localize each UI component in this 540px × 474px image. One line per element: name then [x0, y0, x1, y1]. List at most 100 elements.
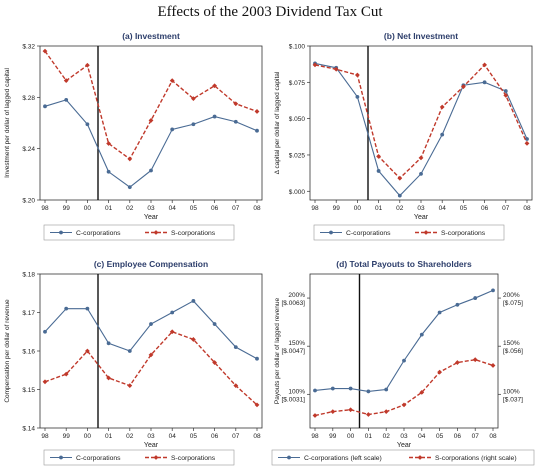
investment-series-s-corporations-point — [191, 96, 196, 102]
investment-series-c-corporations-point — [127, 185, 132, 190]
net-investment-series-c-corporations-point — [355, 94, 360, 99]
total-payouts-series-s-corporations-point — [330, 409, 336, 415]
total-payouts-xtick-label: 03 — [400, 433, 408, 440]
employee-compensation-xlabel: Year — [144, 442, 159, 449]
employee-compensation-ytick-label: $.14 — [22, 426, 35, 433]
investment-xtick-label: 07 — [232, 205, 240, 212]
employee-compensation-xtick-label: 01 — [105, 433, 113, 440]
employee-compensation-series-c-corporations-point — [64, 306, 69, 311]
investment-series-c-corporations-point — [233, 119, 238, 124]
employee-compensation-series-c-corporations-point — [170, 310, 175, 315]
net-investment-legend-label: S-corporations — [441, 230, 486, 237]
net-investment-series-c-corporations-point — [376, 169, 381, 173]
employee-compensation-ytick-label: $.17 — [22, 310, 35, 317]
net-investment-xtick-label: 98 — [311, 205, 319, 212]
employee-compensation-series-c-corporations-point — [85, 306, 90, 311]
total-payouts-ytick-right-label: 200% — [503, 292, 520, 299]
total-payouts-legend-marker — [417, 455, 423, 460]
net-investment-xtick-label: 00 — [354, 205, 362, 212]
total-payouts-xlabel: Year — [397, 442, 412, 449]
net-investment-series-c-corporations-point — [525, 137, 529, 141]
investment-xtick-label: 08 — [253, 205, 261, 212]
employee-compensation-legend-label: C-corporations — [76, 455, 121, 462]
net-investment-series-c-corporations-point — [397, 193, 402, 198]
net-investment-series-c-corporations-point — [503, 89, 508, 93]
investment-xtick-label: 01 — [105, 205, 113, 212]
total-payouts-series-c-corporations-point — [384, 387, 389, 392]
employee-compensation-series-s-corporations-point — [233, 383, 239, 389]
total-payouts-series-c-corporations-point — [455, 302, 460, 307]
employee-compensation-series-s-corporations-point — [63, 371, 69, 377]
total-payouts-series-c-corporations-point — [313, 388, 317, 393]
total-payouts-series-s-corporations-point — [383, 409, 389, 415]
employee-compensation-series-c-corporations-point — [43, 329, 47, 334]
total-payouts-ytick-label: 100% — [288, 388, 305, 395]
employee-compensation-xtick-label: 02 — [126, 433, 134, 440]
total-payouts-legend: C-corporations (left scale) S-corporation… — [271, 449, 535, 466]
investment-xtick-label: 00 — [84, 205, 92, 212]
investment-title: (a) Investment — [122, 31, 180, 41]
investment-series-c-corporations-point — [255, 128, 259, 133]
investment-series-c-corporations-point — [170, 127, 175, 132]
employee-compensation-xtick-label: 07 — [232, 433, 240, 440]
net-investment-xlabel: Year — [414, 214, 429, 221]
employee-compensation-series-s-corporations-point — [148, 352, 154, 358]
investment-xtick-label: 02 — [126, 205, 134, 212]
total-payouts-series-s-corporations-point — [348, 407, 353, 413]
employee-compensation-series-c-corporations-point — [191, 299, 196, 303]
net-investment-legend-box — [313, 224, 505, 241]
total-payouts-xtick-label: 05 — [436, 433, 444, 440]
net-investment-legend-label: C-corporations — [346, 230, 391, 237]
investment-series-s-corporations-point — [127, 156, 133, 162]
investment-ylabel: Investment per dollar of lagged capital — [4, 68, 11, 178]
investment-series-s-corporations-point — [106, 141, 111, 146]
net-investment-series-c-corporations-point — [482, 80, 487, 85]
chart-employee-compensation: (c) Employee Compensation $.14 $.15 $.16 $.1… — [4, 259, 263, 466]
employee-compensation-ytick-label: $.18 — [22, 272, 35, 279]
total-payouts-xtick-label: 00 — [347, 433, 355, 440]
total-payouts-series-s-corporations-point — [490, 363, 496, 368]
employee-compensation-xtick-label: 06 — [211, 433, 219, 440]
total-payouts-ylabel: Payouts per dollar of lagged revenue — [274, 298, 281, 405]
net-investment-xtick-label: 99 — [333, 205, 341, 212]
employee-compensation-series-c-corporations-point — [212, 322, 217, 326]
investment-legend-box — [43, 224, 235, 241]
total-payouts-ytick-label: 150% — [288, 340, 305, 347]
total-payouts-legend-label: C-corporations (left scale) — [304, 455, 382, 462]
total-payouts-series-c-corporations-point — [491, 288, 495, 293]
total-payouts-series-s-corporations-point — [437, 369, 442, 375]
employee-compensation-legend-label: S-corporations — [171, 455, 216, 462]
total-payouts-xtick-label: 07 — [472, 433, 480, 440]
investment-xlabel: Year — [144, 214, 159, 221]
employee-compensation-ylabel: Compensation per dollar of revenue — [4, 299, 11, 403]
investment-ytick-label: $.28 — [22, 95, 35, 102]
total-payouts-series-c-corporations-line — [314, 289, 494, 392]
employee-compensation-series-s-corporations-point — [106, 375, 111, 381]
investment-ytick-label: $.20 — [22, 198, 35, 205]
employee-compensation-plot-frame — [39, 273, 263, 429]
net-investment-xtick-label: 08 — [523, 205, 531, 212]
total-payouts-series-s-corporations-point — [472, 357, 478, 363]
total-payouts-series-c-corporations-point — [419, 332, 424, 337]
net-investment-legend-marker — [423, 230, 429, 235]
net-investment-ylabel: Δ capital per dollar of lagged capital — [274, 71, 281, 174]
total-payouts-ytick-right-sublabel: [$.037] — [503, 396, 523, 403]
total-payouts-series-c-corporations-point — [402, 358, 406, 363]
employee-compensation-series-s-corporations-line — [44, 330, 258, 406]
investment-series-s-corporations-point — [148, 118, 154, 123]
investment-ytick-label: $.24 — [22, 146, 35, 153]
panel-investment: (a) Investment $.20 $.24 $.28 $.32 Investment… — [0, 28, 270, 250]
total-payouts-xtick-label: 99 — [329, 433, 337, 440]
investment-series-c-corporations-point — [43, 104, 47, 109]
net-investment-xtick-label: 06 — [481, 205, 489, 212]
net-investment-series-c-corporations-point — [440, 132, 445, 137]
total-payouts-xtick-label: 02 — [383, 433, 391, 440]
investment-xtick-label: 04 — [169, 205, 177, 212]
employee-compensation-series-c-corporations-line — [44, 300, 258, 360]
investment-ytick-label: $.32 — [22, 44, 35, 51]
net-investment-series-c-corporations-point — [419, 171, 423, 176]
employee-compensation-series-s-corporations-point — [254, 402, 260, 408]
investment-series-s-corporations-point — [254, 109, 260, 114]
net-investment-xtick-label: 02 — [396, 205, 404, 212]
chart-investment: (a) Investment $.20 $.24 $.28 $.32 Investment… — [4, 31, 263, 241]
